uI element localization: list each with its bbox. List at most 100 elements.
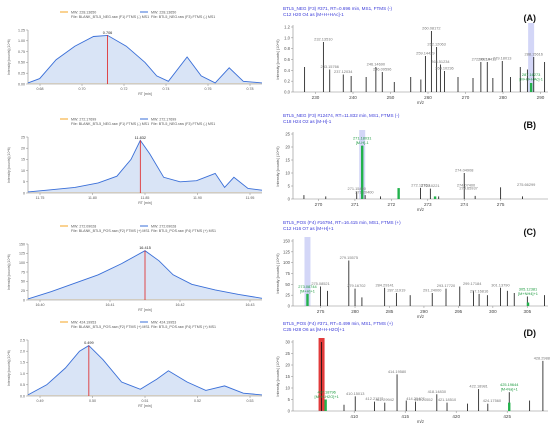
y-tick-label: 0.4: [284, 68, 290, 73]
legend-file-sample: File: BTL5_POS.raw (F4) FTMS (+) MS1: [151, 325, 216, 329]
y-tick-label: 1.0: [284, 35, 290, 40]
x-tick-label: 0.74: [163, 87, 170, 91]
y-tick-label: 0: [23, 191, 25, 195]
legend-mw-blank: MW: 272.17699: [71, 118, 96, 122]
x-tick-label: 260: [424, 95, 432, 100]
legend-mw-blank: MW: 272.09028: [71, 225, 96, 229]
peak-mz-label: 232.13510: [314, 37, 333, 42]
sample-area: [28, 140, 262, 193]
y-axis-label: Intensity [counts] (10^6): [276, 356, 280, 397]
y-tick-label: 0.8: [284, 46, 290, 51]
x-axis-label: m/z: [417, 207, 424, 212]
spectrum-formula: C12 H20 O4 as [M+H+HAc]-1: [283, 12, 344, 17]
x-tick-label: 275: [497, 202, 505, 207]
isotope-peak: [529, 83, 533, 92]
peak-mz-label: 407.18796: [317, 390, 335, 395]
y-tick-label: 20: [21, 147, 25, 151]
x-tick-label: 16.43: [246, 303, 255, 307]
x-tick-label: 273: [424, 202, 432, 207]
panel-label: (B): [524, 120, 537, 130]
y-axis-label: Intensity [counts] (10^6): [7, 350, 11, 386]
x-tick-label: 240: [349, 95, 357, 100]
peak-mz-label: 264.10236: [435, 66, 453, 71]
x-tick-label: 415: [401, 414, 409, 419]
x-tick-label: 410: [350, 414, 358, 419]
peak-mz-label: 414.19580: [388, 369, 407, 374]
peak-mz-label: 287.11919: [387, 288, 405, 293]
y-tick-label: 0.0: [20, 394, 25, 398]
x-tick-label: 275: [317, 309, 325, 314]
y-tick-label: 0: [288, 197, 291, 202]
peak-mz-label: 412.29942: [376, 397, 394, 402]
y-tick-label: 5: [23, 180, 25, 184]
peak-mz-label: 246.14690: [367, 62, 386, 67]
y-tick-label: 75: [285, 271, 290, 276]
y-axis-label: Intensity [counts] (10^6): [276, 39, 280, 80]
y-axis-label: Intensity [counts] (10^6): [7, 254, 11, 290]
legend-file-sample: File: BTL5_POS.raw (F4) FTMS (+) MS1: [151, 229, 216, 233]
y-tick-label: 30: [285, 340, 290, 345]
y-tick-label: 0.75: [18, 50, 25, 54]
isotope-peak: [508, 402, 511, 411]
peak-mz-label: 279.16702: [347, 283, 365, 288]
peak-mz-label: 279.15575: [340, 255, 358, 260]
y-tick-label: 15: [285, 374, 290, 379]
peak-mz-label: 273.08744: [298, 284, 317, 289]
peak-ion-label: [M+H+HAc]-1: [519, 77, 543, 82]
peak-mz-label: 274.65937: [459, 186, 477, 191]
peak-rt-label: 0.706: [103, 31, 113, 35]
x-tick-label: 16.42: [176, 303, 185, 307]
y-tick-label: 1.5: [20, 361, 25, 365]
peak-rt-label: 11.832: [135, 136, 146, 140]
peak-mz-label: 301.13790: [491, 282, 510, 287]
y-tick-label: 0: [288, 304, 291, 309]
y-tick-label: 2.5: [20, 338, 25, 342]
peak-mz-label: 418.14830: [428, 389, 447, 394]
x-tick-label: 0.70: [79, 87, 86, 91]
y-tick-label: 10: [285, 171, 290, 176]
y-tick-label: 10: [21, 169, 25, 173]
x-axis-label: m/z: [417, 100, 424, 105]
y-tick-label: 25: [21, 135, 25, 139]
peak-mz-label: 297.16816: [470, 288, 488, 293]
isotope-peak: [324, 399, 327, 411]
y-tick-label: 100: [19, 261, 25, 265]
legend-mw-sample: MW: 424.19953: [151, 321, 176, 325]
y-tick-label: 1.25: [18, 28, 25, 32]
isotope-highlight: [304, 237, 311, 306]
x-tick-label: 420: [452, 414, 460, 419]
y-tick-label: 150: [283, 239, 291, 244]
panel-label: (D): [524, 328, 537, 338]
x-tick-label: 11.85: [141, 196, 150, 200]
legend-mw-blank: MW: 228.13650: [71, 11, 96, 15]
y-tick-label: 100: [283, 260, 291, 265]
sample-area: [28, 345, 262, 396]
peak-mz-label: 410.15013: [346, 391, 364, 396]
x-tick-label: 272: [388, 202, 396, 207]
y-tick-label: 125: [283, 249, 291, 254]
spectrum-formula: C12 H16 O7 as [M+H]+1: [283, 226, 334, 231]
peak-ion-label: [M-H]-1: [356, 140, 369, 145]
peak-mz-label: 271.15490: [348, 186, 367, 191]
y-tick-label: 75: [21, 270, 25, 274]
x-tick-label: 0.78: [247, 87, 254, 91]
x-tick-label: 271: [351, 202, 359, 207]
y-tick-label: 25: [21, 289, 25, 293]
y-tick-label: 0.0: [284, 90, 290, 95]
x-tick-label: 0.49: [37, 399, 44, 403]
peak-mz-label: 274.04908: [455, 168, 473, 173]
legend-file-blank: File: BLANK_BTL5_NEG.raw (F1) FTMS (-) M…: [71, 15, 149, 19]
x-tick-label: 0.51: [142, 399, 149, 403]
legend-file-blank: File: BLANK_BTL5_POS.raw (F2) FTMS (+) M…: [71, 229, 150, 233]
y-tick-label: 125: [19, 252, 25, 256]
isotope-peak: [526, 302, 530, 306]
isotope-peak: [397, 188, 400, 199]
peak-mz-label: 421.18510: [438, 397, 457, 402]
spectrum-3: BTL5_POS (F4) #16794, RT=16.415 min, MS1…: [276, 220, 548, 319]
x-tick-label: 11.80: [88, 196, 97, 200]
spectrum-title: BTL5_NEG (F3) #371, RT=0.696 min, MS1, F…: [283, 6, 393, 11]
peak-mz-label: 274.07400: [457, 183, 476, 188]
peak-ion-label: [M+Na]+1: [501, 387, 518, 392]
peak-mz-label: 305.12381: [519, 286, 537, 291]
